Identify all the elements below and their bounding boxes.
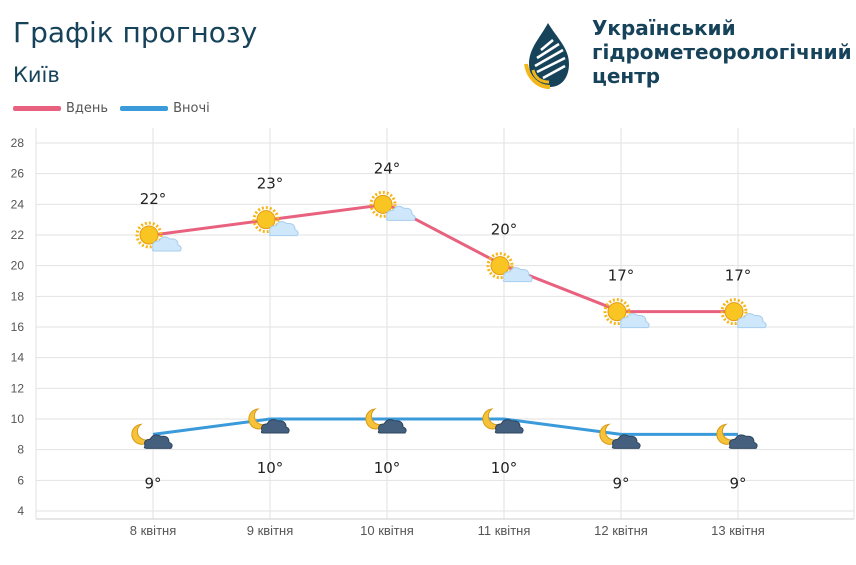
- x-tick-label: 9 квітня: [247, 523, 294, 538]
- chart-title: Графік прогнозу: [13, 16, 258, 49]
- night-temperature-label: 9°: [144, 474, 161, 492]
- x-tick-label: 10 квітня: [360, 523, 414, 538]
- sun-cloud-icon: [252, 206, 299, 237]
- y-tick-label: 16: [11, 320, 25, 334]
- day-temperature-label: 24°: [374, 159, 401, 177]
- day-temperature-label: 20°: [491, 221, 518, 239]
- day-temperature-label: 22°: [140, 190, 167, 208]
- legend-item-day[interactable]: Вдень: [13, 101, 108, 116]
- y-tick-label: 26: [11, 167, 25, 181]
- sun-cloud-icon: [369, 190, 416, 221]
- moon-cloud-icon: [248, 408, 290, 434]
- sun-cloud-icon: [486, 252, 533, 283]
- y-tick-label: 28: [11, 136, 25, 150]
- chart-legend: Вдень Вночі: [13, 101, 222, 116]
- city-name: Київ: [13, 63, 60, 87]
- x-tick-label: 12 квітня: [594, 523, 648, 538]
- y-tick-label: 22: [11, 228, 25, 242]
- x-tick-label: 11 квітня: [478, 523, 531, 538]
- day-temperature-label: 23°: [257, 175, 284, 193]
- x-tick-label: 8 квітня: [130, 523, 177, 538]
- sun-cloud-icon: [135, 221, 182, 252]
- legend-swatch-night: [120, 106, 169, 111]
- night-series-line: [152, 417, 738, 436]
- moon-cloud-icon: [131, 423, 173, 449]
- day-temperature-label: 17°: [608, 267, 635, 285]
- night-temperature-label: 10°: [491, 459, 518, 477]
- y-tick-label: 4: [17, 504, 24, 518]
- day-temperature-label: 17°: [725, 267, 752, 285]
- sun-cloud-icon: [603, 298, 650, 329]
- org-name-line: гідрометеорологічний: [592, 40, 852, 64]
- y-tick-label: 20: [11, 259, 25, 273]
- x-tick-label: 13 квітня: [711, 523, 765, 538]
- moon-cloud-icon: [599, 423, 641, 449]
- night-temperature-label: 10°: [257, 459, 284, 477]
- org-name-line: центр: [592, 64, 661, 88]
- org-name-line: Український: [592, 16, 736, 40]
- day-series-line: [152, 202, 738, 314]
- y-tick-label: 14: [11, 351, 25, 365]
- y-tick-label: 18: [11, 289, 25, 303]
- legend-item-night[interactable]: Вночі: [120, 101, 210, 116]
- moon-cloud-icon: [365, 408, 407, 434]
- org-name: Український гідрометеорологічний центр: [592, 16, 854, 88]
- y-tick-label: 8: [17, 443, 24, 457]
- night-temperature-label: 10°: [374, 459, 401, 477]
- night-temperature-label: 9°: [729, 474, 746, 492]
- sun-cloud-icon: [720, 298, 767, 329]
- legend-label-night: Вночі: [173, 101, 210, 116]
- legend-swatch-day: [13, 106, 61, 111]
- legend-label-day: Вдень: [66, 101, 109, 116]
- moon-cloud-icon: [716, 423, 758, 449]
- moon-cloud-icon: [482, 408, 524, 434]
- night-temperature-label: 9°: [612, 474, 629, 492]
- y-tick-label: 6: [17, 473, 24, 487]
- y-tick-label: 12: [11, 381, 25, 395]
- hydromet-logo-icon: [524, 23, 569, 89]
- y-tick-label: 10: [11, 412, 25, 426]
- y-tick-label: 24: [11, 197, 25, 211]
